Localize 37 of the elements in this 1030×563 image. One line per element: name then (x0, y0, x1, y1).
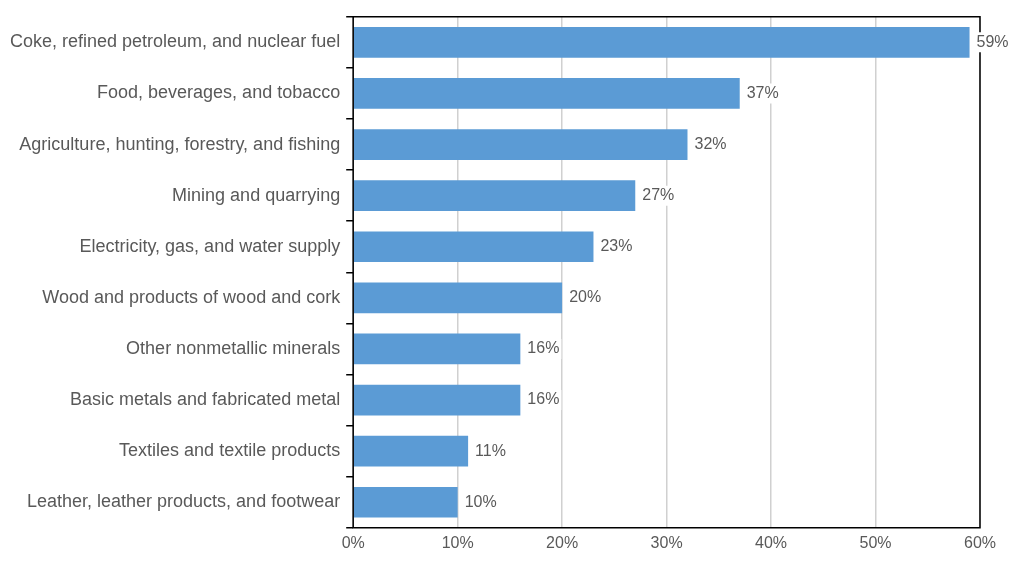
bar (353, 333, 521, 365)
y-tick-label: Electricity, gas, and water supply (79, 235, 341, 256)
bar (353, 129, 688, 160)
data-label: 23% (600, 237, 633, 255)
y-tick-label: Wood and products of wood and cork (42, 286, 342, 307)
y-tick-label: Other nonmetallic minerals (126, 337, 341, 358)
data-label: 16% (527, 390, 560, 408)
x-tick-label: 20% (546, 533, 579, 551)
bar (353, 78, 740, 109)
y-tick-label: Mining and quarrying (172, 184, 341, 205)
x-tick-label: 10% (441, 533, 474, 551)
y-tick-label: Food, beverages, and tobacco (97, 82, 341, 103)
data-label: 20% (569, 288, 602, 306)
data-label: 37% (746, 83, 779, 101)
y-tick-label: Coke, refined petroleum, and nuclear fuel (9, 31, 341, 52)
x-tick-label: 60% (963, 533, 997, 551)
bar (353, 282, 563, 314)
data-label: 10% (464, 492, 497, 510)
bar (353, 435, 469, 467)
data-label: 27% (642, 186, 675, 204)
bar (353, 384, 521, 416)
y-tick-label: Leather, leather products, and footwear (26, 491, 341, 512)
data-label: 11% (475, 441, 506, 459)
x-tick-label: 50% (859, 533, 892, 551)
data-label: 32% (694, 134, 727, 152)
data-label: 16% (527, 339, 560, 357)
y-tick-label: Textiles and textile products (119, 440, 341, 461)
y-tick-label: Agriculture, hunting, forestry, and fishing (19, 133, 341, 154)
bar (353, 486, 458, 518)
data-label: 59% (976, 32, 1009, 50)
bar (353, 27, 970, 58)
bar (353, 231, 594, 263)
x-tick-label: 30% (650, 533, 683, 551)
y-tick-label: Basic metals and fabricated metal (70, 389, 341, 410)
x-tick-label: 40% (755, 533, 788, 551)
x-tick-label: 0% (341, 533, 365, 551)
bar (353, 180, 636, 211)
